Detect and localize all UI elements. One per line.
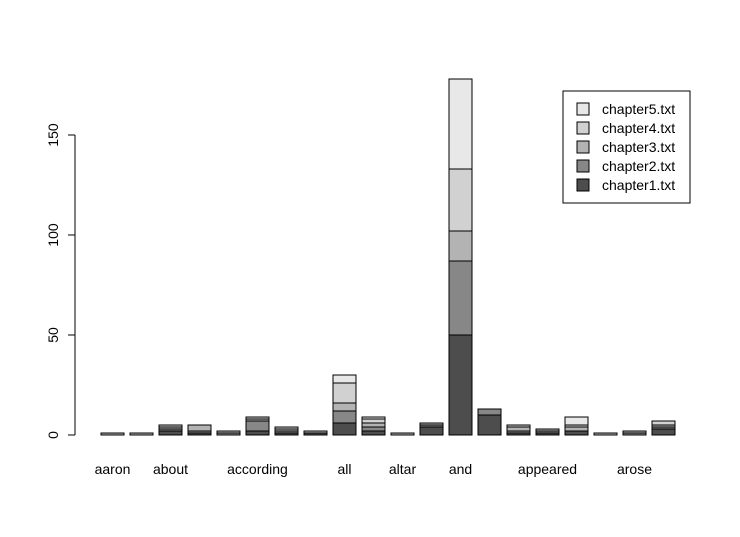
- bar-segment: [158, 424, 183, 428]
- bar-segment: [651, 420, 676, 426]
- bar-segment: [245, 416, 270, 420]
- bar-segment: [448, 230, 473, 262]
- y-axis: 0 50 100 150: [45, 123, 76, 439]
- y-tick-label: 150: [45, 123, 61, 147]
- legend-label: chapter4.txt: [602, 120, 675, 136]
- bar-segment: [332, 382, 357, 404]
- legend-swatch: [576, 140, 590, 154]
- bar-segment: [564, 430, 589, 436]
- x-tick-label: about: [153, 461, 188, 477]
- bar-segment: [564, 416, 589, 426]
- bar-segment: [158, 430, 183, 436]
- bar-segment: [361, 426, 386, 432]
- bar-segment: [129, 432, 154, 436]
- bar-segment: [361, 430, 386, 436]
- x-tick-label: arose: [617, 461, 652, 477]
- bar-segment: [448, 260, 473, 336]
- legend-swatch: [576, 159, 590, 173]
- y-tick-label: 0: [45, 431, 61, 439]
- bar-segment: [448, 78, 473, 170]
- bar-segment: [245, 420, 270, 432]
- bar-segment: [477, 408, 502, 416]
- legend-swatch: [576, 121, 590, 135]
- x-tick-label: appeared: [518, 461, 577, 477]
- bar-segment: [361, 418, 386, 424]
- legend-swatch: [576, 102, 590, 116]
- bar-segment: [100, 432, 125, 436]
- bar-segment: [274, 426, 299, 430]
- bar-segment: [419, 426, 444, 436]
- bar-segment: [216, 430, 241, 434]
- bar-segment: [448, 168, 473, 232]
- legend-label: chapter3.txt: [602, 139, 675, 155]
- x-axis-labels: aaron about according all altar and appeared ar…: [95, 461, 653, 477]
- legend-label: chapter5.txt: [602, 101, 675, 117]
- bar-segment: [361, 416, 386, 420]
- bar-segment: [419, 422, 444, 426]
- legend-label: chapter2.txt: [602, 158, 675, 174]
- bar-segment: [390, 432, 415, 436]
- bars: [100, 78, 676, 436]
- bar-segment: [593, 432, 618, 436]
- legend-label: chapter1.txt: [602, 177, 675, 193]
- x-tick-label: aaron: [95, 461, 131, 477]
- y-tick-label: 50: [45, 327, 61, 343]
- bar-segment: [332, 422, 357, 436]
- bar-segment: [245, 430, 270, 436]
- bar-segment: [506, 426, 531, 432]
- legend: chapter5.txt chapter4.txt chapter3.txt chap…: [562, 90, 691, 204]
- bar-segment: [332, 374, 357, 384]
- y-tick-label: 100: [45, 223, 61, 247]
- x-tick-label: all: [337, 461, 351, 477]
- bar-segment: [622, 430, 647, 434]
- legend-swatch: [576, 178, 590, 192]
- bar-segment: [448, 334, 473, 436]
- bar-segment: [535, 428, 560, 432]
- x-tick-label: altar: [389, 461, 417, 477]
- x-tick-label: and: [449, 461, 472, 477]
- bar-segment: [477, 414, 502, 436]
- bar-segment: [361, 422, 386, 428]
- bar-segment: [332, 410, 357, 424]
- bar-segment: [506, 424, 531, 428]
- bar-segment: [564, 426, 589, 432]
- bar-segment: [651, 428, 676, 436]
- bar-segment: [303, 430, 328, 434]
- bar-segment: [332, 402, 357, 412]
- x-tick-label: according: [227, 461, 288, 477]
- bar-segment: [187, 424, 212, 432]
